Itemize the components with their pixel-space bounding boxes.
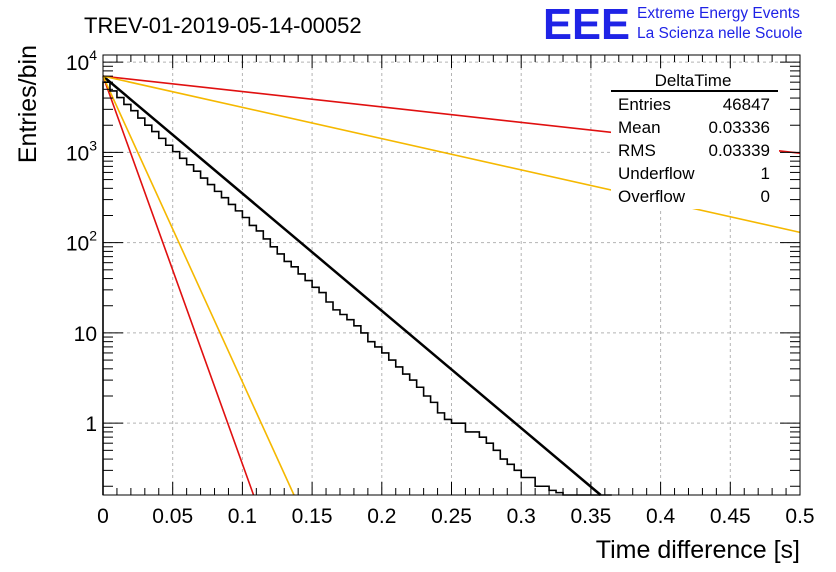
y-tick-base: 1 [85,413,97,436]
eee-logo: EEE Extreme Energy Events La Scienza nel… [543,0,802,49]
logo-line-2: La Scienza nelle Scuole [637,25,802,42]
y-tick-exponent: 3 [89,137,97,153]
logo-line-1: Extreme Energy Events [637,5,800,22]
stats-value-rms: 0.03339 [709,141,770,160]
stats-box-background [611,69,779,209]
chart-title: TREV-01-2019-05-14-00052 [84,13,362,38]
x-tick-label: 0.45 [710,505,751,528]
fit-line-orange-steep [102,75,295,496]
stats-value-overflow: 0 [761,187,770,206]
stats-label-overflow: Overflow [618,187,686,206]
x-tick-label: 0.3 [507,505,536,528]
y-tick-base: 10 [66,142,89,165]
stats-value-entries: 46847 [723,95,770,114]
histogram [102,81,612,496]
x-tick-label: 0.5 [785,505,814,528]
x-tick-label: 0.15 [292,505,333,528]
stats-value-mean: 0.03336 [709,118,770,137]
y-tick-label: 104 [66,47,97,75]
x-tick-label: 0.1 [228,505,257,528]
stats-label-entries: Entries [618,95,671,114]
histogram-outline [102,81,612,496]
x-tick-label: 0 [97,505,109,528]
stats-label-underflow: Underflow [618,164,695,183]
y-tick-label: 1 [85,413,97,436]
y-tick-label: 102 [66,228,97,256]
y-tick-label: 103 [66,137,97,165]
y-tick-label: 10 [74,323,97,346]
y-axis-label: Entries/bin [14,45,42,163]
stats-label-rms: RMS [618,141,656,160]
fit-line-fit [102,75,602,496]
eee-logo-mark: EEE [543,0,630,49]
y-tick-base: 10 [66,52,89,75]
y-tick-exponent: 2 [89,228,97,244]
fit-line-red-steep [102,75,255,496]
x-tick-label: 0.2 [367,505,396,528]
stats-value-underflow: 1 [761,164,770,183]
stats-title: DeltaTime [655,71,732,90]
x-tick-label: 0.25 [431,505,472,528]
y-tick-base: 10 [66,233,89,256]
x-tick-labels: 0 0.05 0.1 0.15 0.2 0.25 0.3 0.35 0.4 0.45 0.5 [97,505,814,528]
x-tick-label: 0.35 [570,505,611,528]
x-axis-label: Time difference [s] [596,536,800,564]
x-tick-label: 0.05 [152,505,193,528]
y-tick-exponent: 4 [89,47,97,63]
y-tick-base: 10 [74,323,97,346]
x-tick-label: 0.4 [646,505,676,528]
stats-box: DeltaTime Entries 46847 Mean 0.03336 RMS… [611,69,779,209]
stats-label-mean: Mean [618,118,661,137]
axis-ticks [102,55,801,495]
